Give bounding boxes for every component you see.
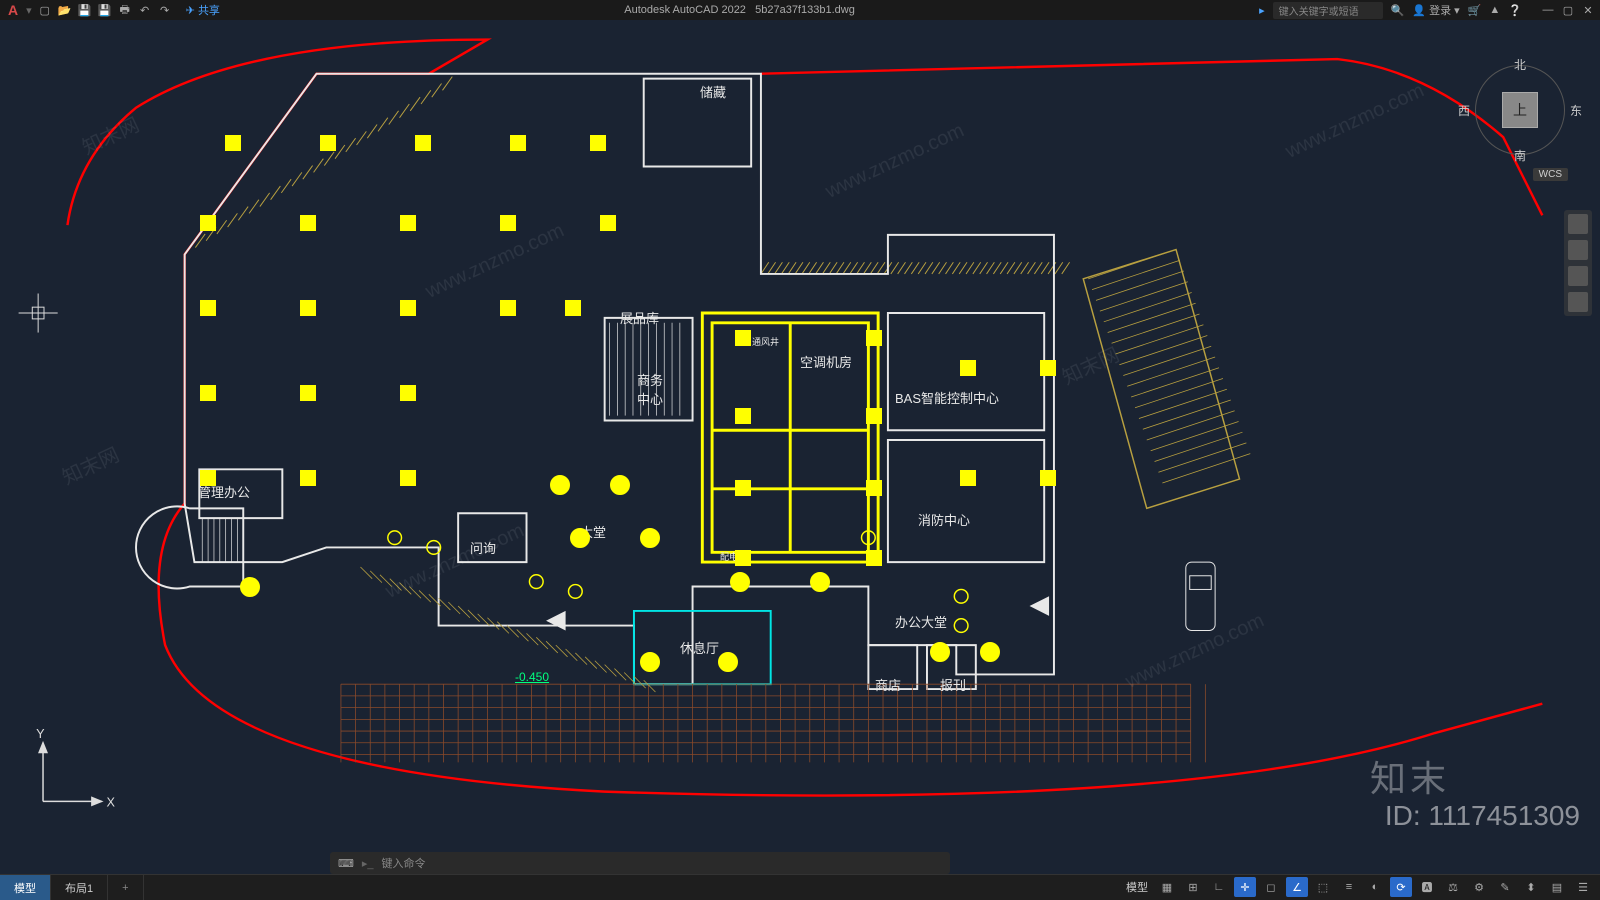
ortho-icon[interactable]: ∟: [1208, 877, 1230, 897]
command-line[interactable]: ⌨ ▸_ 键入命令: [330, 852, 950, 874]
annot-mon-icon[interactable]: ✎: [1494, 877, 1516, 897]
watermarks: 知末网 知末网 www.znzmo.com www.znzmo.com www.…: [0, 20, 1600, 860]
title-center: Autodesk AutoCAD 2022 5b27a37f133b1.dwg: [220, 4, 1259, 16]
login-button[interactable]: 👤 登录 ▾: [1412, 2, 1459, 18]
qp-icon[interactable]: ▤: [1546, 877, 1568, 897]
nav-bar: [1564, 210, 1592, 316]
qat-toolbar: ▢ 📂 💾 💾 🖶 ↶ ↷: [36, 1, 174, 19]
undo-icon[interactable]: ↶: [136, 1, 154, 19]
wcs-label[interactable]: WCS: [1533, 168, 1568, 181]
grid-icon[interactable]: ▦: [1156, 877, 1178, 897]
nav-wheel-icon[interactable]: [1568, 214, 1588, 234]
snap-icon[interactable]: ⊞: [1182, 877, 1204, 897]
nav-pan-icon[interactable]: [1568, 240, 1588, 260]
tab-add[interactable]: +: [108, 875, 143, 900]
lineweight-icon[interactable]: ≡: [1338, 877, 1360, 897]
annot-icon[interactable]: 🅰: [1416, 877, 1438, 897]
scale-icon[interactable]: ⚖: [1442, 877, 1464, 897]
open-icon[interactable]: 📂: [56, 1, 74, 19]
units-icon[interactable]: ⬍: [1520, 877, 1542, 897]
autocad-logo-icon: A: [8, 2, 18, 18]
tab-layout1[interactable]: 布局1: [51, 875, 108, 900]
transparency-icon[interactable]: ◐: [1364, 877, 1386, 897]
cycling-icon[interactable]: ⟳: [1390, 877, 1412, 897]
cart-icon[interactable]: 🛒: [1468, 4, 1482, 17]
new-icon[interactable]: ▢: [36, 1, 54, 19]
share-button[interactable]: ✈ 共享: [186, 2, 220, 18]
search-icon[interactable]: 🔍: [1391, 4, 1405, 17]
status-right: 模型 ▦ ⊞ ∟ ✛ ◻ ∠ ⬚ ≡ ◐ ⟳ 🅰 ⚖ ⚙ ✎ ⬍ ▤ ☰: [1122, 874, 1594, 900]
dynamic-icon[interactable]: ⬚: [1312, 877, 1334, 897]
custom-icon[interactable]: ☰: [1572, 877, 1594, 897]
title-bar: A ▾ ▢ 📂 💾 💾 🖶 ↶ ↷ ✈ 共享 Autodesk AutoCAD …: [0, 0, 1600, 20]
status-model-button[interactable]: 模型: [1122, 879, 1152, 895]
search-input[interactable]: 键入关键字或短语: [1273, 2, 1383, 19]
id-watermark: ID: 1117451309: [1385, 800, 1580, 832]
nav-orbit-icon[interactable]: [1568, 292, 1588, 312]
workspace-icon[interactable]: ⚙: [1468, 877, 1490, 897]
minimize-icon[interactable]: —: [1540, 4, 1556, 17]
save-icon[interactable]: 💾: [76, 1, 94, 19]
maximize-icon[interactable]: ▢: [1560, 4, 1576, 17]
tab-model[interactable]: 模型: [0, 875, 51, 900]
close-icon[interactable]: ✕: [1580, 4, 1596, 17]
nav-zoom-icon[interactable]: [1568, 266, 1588, 286]
otrack-icon[interactable]: ∠: [1286, 877, 1308, 897]
viewcube[interactable]: 上 北 南 东 西: [1470, 60, 1570, 160]
cmd-icon: ⌨: [338, 857, 354, 870]
app-icon[interactable]: ▲: [1489, 4, 1500, 16]
viewcube-top-face[interactable]: 上: [1502, 92, 1538, 128]
brand-watermark: 知末: [1370, 750, 1450, 802]
drawing-canvas[interactable]: Y X 储藏 展品库 商务 中心 空调机房 BAS智能控制中心 消防中心 大堂 …: [0, 20, 1600, 860]
saveas-icon[interactable]: 💾: [96, 1, 114, 19]
redo-icon[interactable]: ↷: [156, 1, 174, 19]
help-icon[interactable]: ❔: [1508, 4, 1522, 17]
plot-icon[interactable]: 🖶: [116, 1, 134, 19]
osnap-icon[interactable]: ◻: [1260, 877, 1282, 897]
polar-icon[interactable]: ✛: [1234, 877, 1256, 897]
